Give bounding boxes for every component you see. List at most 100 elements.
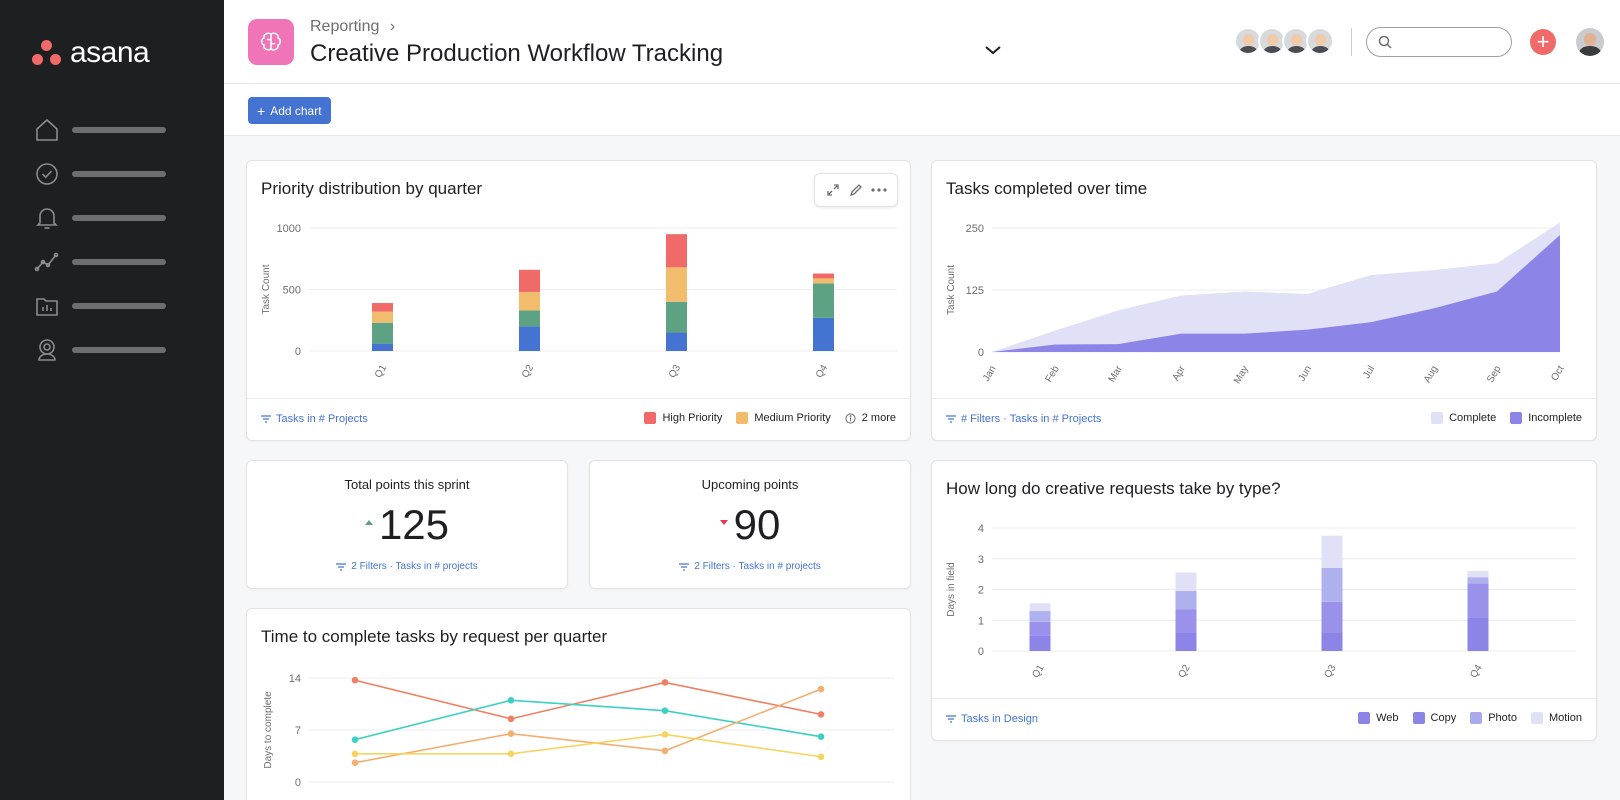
footer-filter[interactable]: Tasks in Design xyxy=(946,713,1038,725)
area-incomplete xyxy=(992,234,1560,352)
breadcrumb[interactable]: Reporting › xyxy=(310,18,395,36)
requests-chart-card[interactable]: How long do creative requests take by ty… xyxy=(931,460,1597,741)
filter-label[interactable]: 2 Filters · Tasks in # projects xyxy=(351,561,478,572)
user-avatar[interactable] xyxy=(1576,28,1604,56)
bar-segment xyxy=(519,326,540,351)
sidebar-item-home[interactable] xyxy=(34,116,174,144)
project-members[interactable] xyxy=(1234,27,1334,55)
legend-label: High Priority xyxy=(662,412,723,424)
asana-logo[interactable]: asana xyxy=(32,36,150,70)
filter-icon xyxy=(946,715,956,723)
add-chart-button[interactable]: + Add chart xyxy=(248,97,331,124)
legend-label: Web xyxy=(1376,712,1399,724)
sidebar-item-reporting[interactable] xyxy=(34,248,174,276)
legend-swatch xyxy=(736,412,749,424)
legend-item: High Priority xyxy=(644,412,722,424)
metric-filter[interactable]: 2 Filters · Tasks in # projects xyxy=(247,561,567,572)
metric-total-points[interactable]: Total points this sprint 125 2 Filters ·… xyxy=(246,460,568,589)
tasks-chart-card[interactable]: Tasks completed over time 250 125 0 Task Co… xyxy=(931,160,1597,441)
chart-legend: Complete Incomplete xyxy=(1431,412,1582,424)
data-point xyxy=(817,711,825,718)
card-footer: # Filters · Tasks in # Projects Complete… xyxy=(932,398,1596,440)
y-tick-label: 1 xyxy=(978,615,984,627)
metric-value-container: 90 xyxy=(590,501,910,549)
filter-label[interactable]: 2 Filters · Tasks in # projects xyxy=(694,561,821,572)
filter-label[interactable]: # Filters · Tasks in # Projects xyxy=(961,413,1102,425)
card-footer: Tasks in Design Web Copy Photo Motion xyxy=(932,698,1596,740)
bar-segment xyxy=(1467,583,1489,618)
home-icon xyxy=(36,118,58,141)
search-input[interactable] xyxy=(1366,27,1512,57)
data-point xyxy=(351,676,359,684)
more-legend-label[interactable]: 2 more xyxy=(861,412,896,424)
bar-segment xyxy=(1467,577,1489,584)
expand-icon[interactable] xyxy=(823,180,843,200)
bar-segment xyxy=(519,291,540,311)
y-tick-label: 500 xyxy=(283,285,301,297)
time-chart: 14 7 0 Days to complete xyxy=(263,673,895,789)
chart-legend: Web Copy Photo Motion xyxy=(1358,712,1582,724)
sidebar-item-goals[interactable] xyxy=(34,336,174,364)
more-icon[interactable] xyxy=(869,180,889,200)
goals-icon xyxy=(38,339,56,361)
legend-more[interactable]: 2 more xyxy=(845,412,896,424)
metric-upcoming-points[interactable]: Upcoming points 90 2 Filters · Tasks in … xyxy=(589,460,911,589)
x-tick-label: Q3 xyxy=(667,363,683,380)
data-point xyxy=(507,730,515,738)
footer-filter[interactable]: Tasks in # Projects xyxy=(261,413,368,425)
bar-segment xyxy=(1029,635,1051,651)
card-footer: Tasks in # Projects High Priority Medium… xyxy=(247,398,910,440)
x-tick-label: Jan xyxy=(981,364,999,383)
x-tick-label: Aug xyxy=(1422,364,1440,385)
chart-legend: High Priority Medium Priority 2 more xyxy=(644,412,896,424)
breadcrumb-reporting[interactable]: Reporting xyxy=(310,18,380,35)
card-title: Tasks completed over time xyxy=(946,179,1148,198)
avatar[interactable] xyxy=(1306,27,1334,55)
sidebar-item-my-tasks[interactable] xyxy=(34,160,174,188)
data-point xyxy=(817,753,825,761)
chevron-down-icon[interactable] xyxy=(984,44,1002,56)
sidebar-item-inbox[interactable] xyxy=(34,204,174,232)
bar-segment xyxy=(813,283,834,318)
data-point xyxy=(507,696,515,704)
project-icon[interactable] xyxy=(248,19,294,65)
x-tick-label: Q1 xyxy=(373,363,389,380)
sidebar-item-label xyxy=(72,171,166,177)
filter-label[interactable]: Tasks in Design xyxy=(961,713,1039,725)
data-point xyxy=(351,759,359,766)
legend-label: Photo xyxy=(1488,712,1517,724)
metric-filter[interactable]: 2 Filters · Tasks in # projects xyxy=(590,561,910,572)
x-tick-label: Mar xyxy=(1107,363,1125,384)
check-circle-icon xyxy=(36,163,58,185)
x-tick-label: Jul xyxy=(1361,364,1377,381)
sidebar-item-label xyxy=(72,259,166,265)
info-icon xyxy=(845,412,856,424)
card-title: Priority distribution by quarter xyxy=(261,179,483,198)
edit-icon[interactable] xyxy=(846,180,866,200)
footer-filter[interactable]: # Filters · Tasks in # Projects xyxy=(946,413,1101,425)
y-tick-label: 14 xyxy=(289,673,301,685)
priority-chart-card[interactable]: Priority distribution by quarter 1000 500… xyxy=(246,160,911,441)
sidebar-item-label xyxy=(72,347,166,353)
card-title: Time to complete tasks by request per qu… xyxy=(261,627,608,646)
x-tick-label: Q4 xyxy=(814,363,830,380)
page-title: Creative Production Workflow Tracking xyxy=(310,40,724,67)
quick-add-button[interactable]: + xyxy=(1530,29,1556,55)
filter-icon xyxy=(679,562,690,571)
page-header: Reporting › Creative Production Workflow… xyxy=(224,0,1620,84)
legend-swatch xyxy=(1470,712,1483,724)
add-chart-label: Add chart xyxy=(270,103,322,118)
bar-segment xyxy=(813,317,834,351)
sidebar-item-portfolios[interactable] xyxy=(34,292,174,320)
filter-label[interactable]: Tasks in # Projects xyxy=(276,413,368,425)
bar-segment xyxy=(1175,609,1197,633)
series-line xyxy=(355,733,822,758)
avatar[interactable] xyxy=(1282,27,1310,55)
data-point xyxy=(661,707,669,714)
card-actions xyxy=(814,173,898,207)
x-tick-label: Q1 xyxy=(1030,663,1046,680)
data-point xyxy=(817,685,825,693)
bar-segment xyxy=(666,301,687,333)
time-chart-card[interactable]: Time to complete tasks by request per qu… xyxy=(246,608,911,800)
data-point xyxy=(817,733,825,740)
